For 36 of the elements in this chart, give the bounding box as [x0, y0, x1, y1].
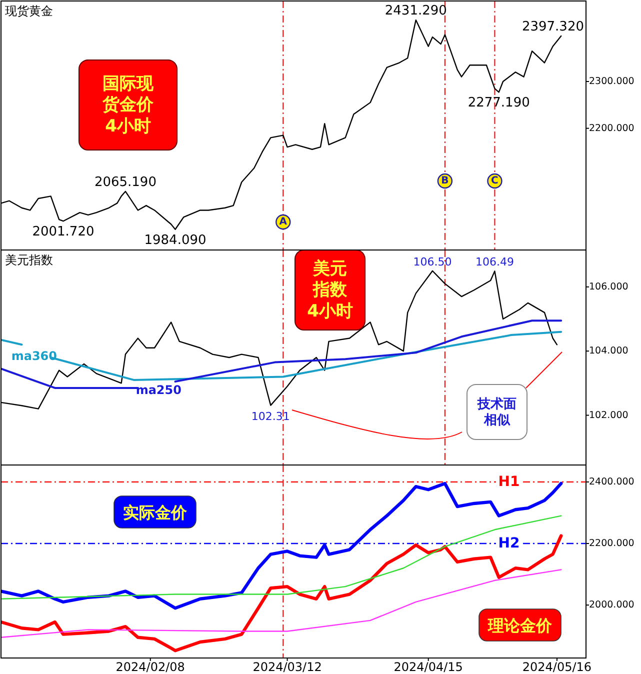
y-tick-label: 104.000: [589, 346, 628, 357]
annotation: 技术面相似: [476, 396, 516, 428]
text: 实际金价: [123, 502, 188, 522]
annotation: 1984.090: [144, 232, 206, 248]
ref-line-label: C: [491, 176, 498, 186]
annotation: 国际现货金价4小时: [102, 74, 154, 136]
ref-line-label: B: [441, 176, 449, 186]
ref-line-label: H1: [498, 474, 520, 490]
y-tick-label: 106.000: [589, 281, 628, 292]
series-label: ma250: [136, 382, 182, 397]
ref-line-label: H2: [498, 535, 520, 552]
annotation: 2397.320: [522, 19, 584, 34]
chart-title: 现货黄金: [5, 4, 53, 18]
annotation: 2277.190: [468, 96, 530, 111]
annotation: 106.50: [413, 255, 452, 268]
annotation: 106.49: [475, 256, 514, 269]
annotation: 102.31: [251, 410, 290, 423]
y-tick-label: 102.000: [589, 410, 628, 421]
text: 理论金价: [487, 616, 553, 634]
x-tick-label: 2024/05/16: [522, 660, 592, 674]
annotation: 2065.190: [94, 174, 156, 190]
y-tick-label: 2300.000: [589, 76, 634, 88]
series-label: ma360: [11, 349, 58, 364]
ref-line-label: A: [279, 216, 288, 228]
chart-title: 美元指数: [5, 253, 53, 267]
annotation: 美元指数4小时: [307, 258, 353, 322]
annotation: 2431.290: [384, 4, 447, 19]
line-series: [1, 569, 562, 638]
x-tick-label: 2024/02/08: [116, 660, 185, 674]
y-tick-label: 2200.000: [589, 538, 634, 549]
y-tick-label: 2000.000: [589, 600, 634, 611]
y-tick-label: 2200.000: [589, 122, 634, 134]
x-tick-label: 2024/03/12: [252, 660, 322, 674]
y-tick-label: 2400.000: [589, 476, 634, 488]
x-tick-label: 2024/04/15: [394, 660, 463, 674]
annotation: 2001.720: [32, 224, 94, 240]
